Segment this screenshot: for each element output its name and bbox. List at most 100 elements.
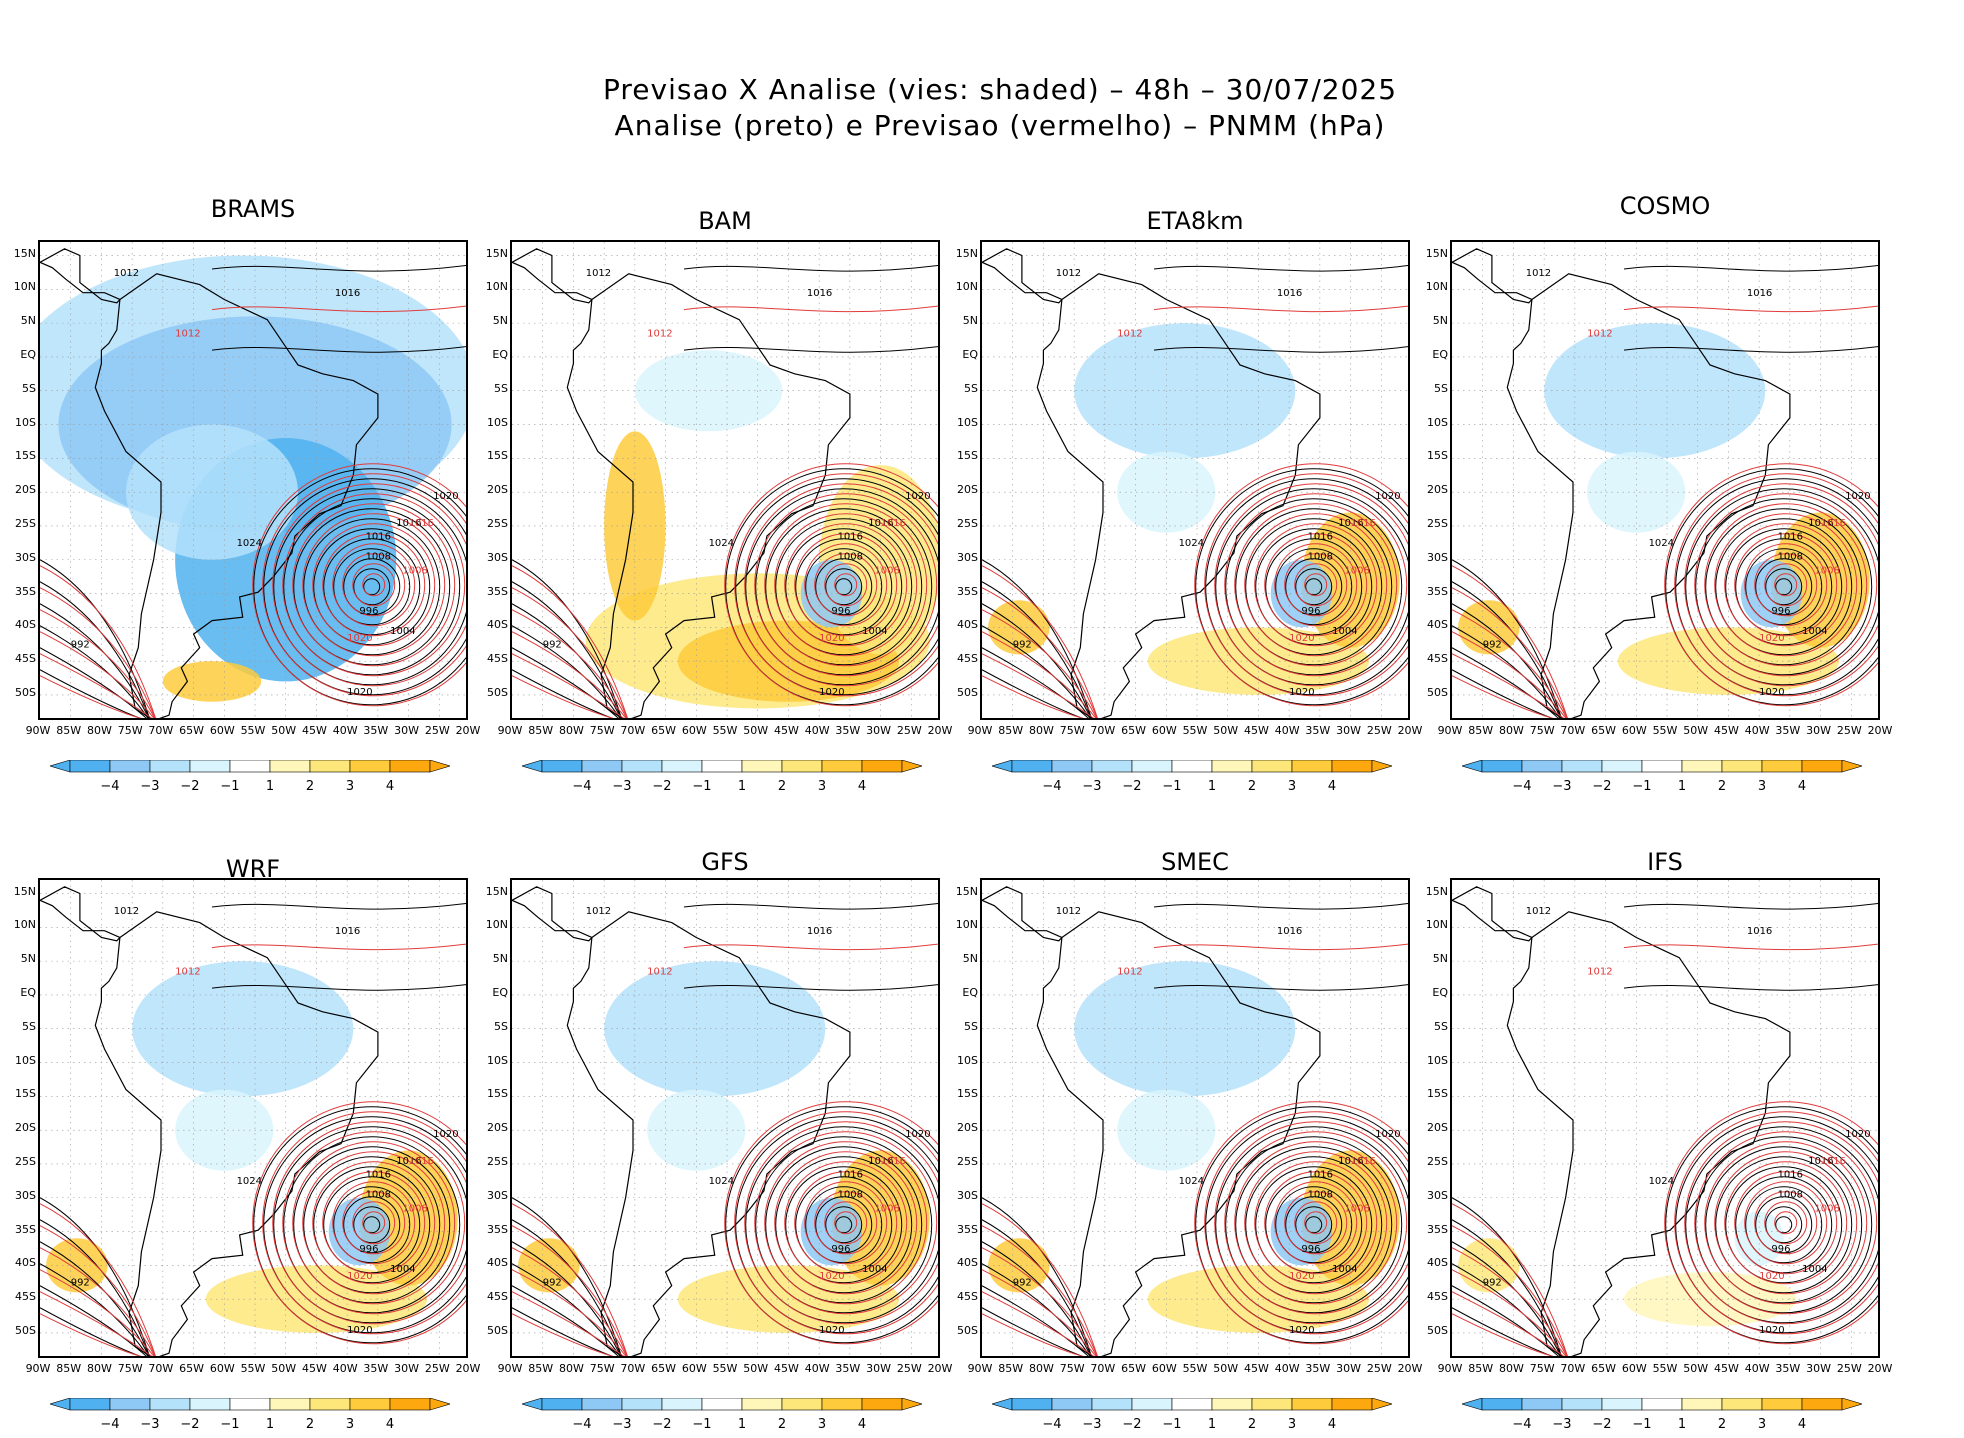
analysis-isobar (735, 478, 938, 696)
lat-tick-label: 50S (957, 1323, 978, 1337)
isobar-label: 1016 (1351, 518, 1376, 529)
analysis-isobar (343, 558, 401, 616)
colorbar-label: −4 (1512, 1417, 1531, 1432)
isobar-label: 1016 (838, 531, 863, 542)
south-america-coastline (1506, 911, 1791, 1356)
lon-tick-label: 65W (651, 1362, 676, 1375)
colorbar-swatch (1011, 759, 1053, 773)
forecast-isobar (1234, 503, 1398, 667)
lat-tick-label: 35S (15, 584, 36, 598)
forecast-isobar (1294, 563, 1338, 607)
lon-tick-label: 50W (743, 724, 769, 737)
forecast-isobar (1452, 653, 1565, 718)
lat-tick-label: 20S (487, 483, 508, 497)
analysis-isobar (815, 558, 873, 616)
lon-tick-label: 80W (1028, 724, 1054, 737)
lat-tick-label: 15S (487, 449, 508, 463)
analysis-isobar (263, 1116, 466, 1334)
lon-tick-label: 70W (1560, 724, 1586, 737)
forecast-isobar (734, 473, 938, 697)
forecast-isobar (352, 563, 396, 607)
isobar-label: 1012 (647, 967, 672, 978)
analysis-isobar (40, 669, 141, 718)
colorbar-right-arrow (901, 1397, 924, 1411)
forecast-isobar (1214, 483, 1408, 687)
forecast-isobar (1674, 473, 1878, 697)
analysis-isobar (253, 468, 466, 706)
isobar-label: 1020 (1289, 1325, 1314, 1336)
analysis-isobar (40, 625, 149, 718)
lon-tick-label: 20W (455, 1362, 481, 1375)
map-canvas: 1012101610161016100899610041020102499210… (1452, 242, 1878, 718)
colorbar-label: 2 (1248, 1417, 1256, 1432)
lon-tick-label: 40W (1744, 724, 1770, 737)
isobar-label: 1020 (347, 1271, 372, 1282)
forecast-isobar (982, 609, 1098, 718)
lon-tick-label: 40W (1274, 1362, 1300, 1375)
forecast-isobar (1684, 1121, 1878, 1325)
lat-tick-label: 30S (487, 550, 508, 564)
analysis-isobar (1715, 518, 1853, 656)
lat-tick-label: 45S (487, 1290, 508, 1304)
lon-tick-label: 60W (209, 724, 235, 737)
lon-tick-label: 55W (1182, 724, 1208, 737)
lat-tick-label: 40S (1427, 1256, 1448, 1270)
central-america-coastline (512, 248, 593, 304)
forecast-isobar (1704, 503, 1868, 667)
colorbar-swatch (1721, 759, 1763, 773)
colorbar-label: 3 (1288, 1417, 1296, 1432)
isobar-label: 1016 (409, 518, 434, 529)
forecast-isobar (982, 653, 1095, 718)
lon-tick-label: 45W (773, 1362, 799, 1375)
lon-tick-label: 30W (866, 1362, 891, 1375)
forecast-isobar (734, 1111, 938, 1335)
forecast-isobar (1274, 1181, 1358, 1265)
analysis-isobar (1285, 558, 1343, 616)
lon-tick-label: 75W (589, 1362, 615, 1375)
colorbar-left-arrow (520, 759, 543, 773)
lon-tick-label: 60W (681, 724, 707, 737)
lat-tick-label: 15S (487, 1087, 508, 1101)
lat-tick-label: 15N (1425, 884, 1448, 898)
colorbar-label: 3 (818, 779, 826, 794)
colorbar-swatch (1641, 759, 1683, 773)
isobar-label: 1016 (881, 1156, 906, 1167)
lon-tick-label: 20W (1397, 724, 1423, 737)
isobar-label: 1008 (874, 1203, 899, 1214)
bias-shading (634, 350, 783, 432)
isobar-label: 1008 (1344, 1203, 1369, 1214)
isobar-label: 996 (1301, 606, 1320, 617)
forecast-isobar (1694, 1131, 1878, 1315)
lon-tick-label: 20W (1867, 724, 1893, 737)
forecast-isobar (1724, 1161, 1848, 1285)
lon-tick-label: 70W (148, 724, 174, 737)
forecast-isobar (982, 587, 1098, 718)
forecast-isobar (1764, 1201, 1808, 1245)
analysis-isobar (512, 1285, 619, 1356)
colorbar-swatch (269, 1397, 311, 1411)
analysis-isobar (263, 478, 466, 696)
bias-shading (604, 961, 826, 1097)
lat-tick-label: 30S (15, 1188, 36, 1202)
lat-tick-label: 5N (1432, 314, 1448, 328)
lat-tick-label: 50S (1427, 685, 1448, 699)
isobar-label: 1016 (1277, 288, 1302, 299)
map-frame: 1012 1016 1016 1016 1008 996 1004 1020 1024 992 10… (510, 240, 940, 720)
south-america-coastline (1506, 273, 1791, 718)
colorbar-label: −3 (1552, 779, 1571, 794)
isobar-label: 1012 (1587, 329, 1612, 340)
lat-tick-label: 15N (1425, 246, 1448, 260)
longitude-axis: 90W 85W 80W 75W 70W 65W 60W 55W 50W 45W 40W 35W 30W 2… (498, 724, 953, 740)
analysis-isobar (1235, 508, 1393, 666)
forecast-isobar (1664, 463, 1878, 707)
forecast-isobar (1264, 533, 1368, 637)
colorbar-label: 1 (1678, 779, 1686, 794)
analysis-isobar (1225, 1136, 1403, 1314)
forecast-isobar (804, 543, 888, 627)
lon-tick-label: 85W (1468, 724, 1494, 737)
forecast-isobar (1452, 1313, 1554, 1356)
analysis-isobar (363, 1216, 381, 1234)
analysis-isobar (1245, 518, 1383, 656)
lat-tick-label: 15N (485, 246, 508, 260)
lat-tick-label: 35S (487, 1222, 508, 1236)
